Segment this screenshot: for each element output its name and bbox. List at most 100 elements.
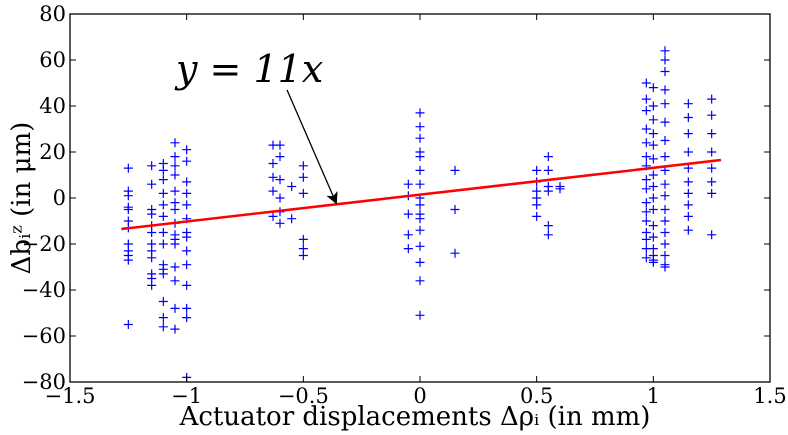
data-point bbox=[403, 230, 413, 240]
data-point bbox=[268, 172, 278, 182]
data-point bbox=[543, 152, 553, 162]
data-point bbox=[450, 205, 460, 214]
data-point bbox=[648, 221, 658, 231]
data-point bbox=[415, 133, 425, 143]
data-point bbox=[287, 182, 297, 191]
data-point bbox=[158, 297, 168, 306]
data-point bbox=[641, 253, 651, 263]
data-point bbox=[147, 228, 157, 237]
data-point bbox=[543, 165, 553, 175]
data-point bbox=[415, 214, 425, 224]
data-point bbox=[298, 172, 308, 182]
data-point bbox=[268, 211, 278, 221]
data-point bbox=[683, 188, 693, 198]
data-point bbox=[648, 140, 658, 150]
data-point bbox=[641, 138, 651, 148]
y-tick-label: −20 bbox=[22, 232, 66, 256]
data-point bbox=[170, 170, 180, 180]
fit-equation-label: y = 11x bbox=[174, 47, 323, 91]
data-point bbox=[123, 163, 133, 173]
data-point bbox=[660, 216, 670, 226]
data-point bbox=[660, 136, 670, 145]
data-point bbox=[415, 225, 425, 235]
data-point bbox=[660, 191, 670, 201]
data-point bbox=[298, 161, 308, 171]
data-point bbox=[648, 101, 658, 111]
data-point bbox=[683, 99, 693, 109]
data-point bbox=[648, 170, 658, 180]
data-point bbox=[170, 276, 180, 286]
y-tick-label: −40 bbox=[22, 278, 66, 302]
data-point bbox=[450, 248, 460, 258]
data-point bbox=[707, 230, 717, 240]
data-point bbox=[415, 257, 425, 267]
data-point bbox=[660, 85, 670, 95]
data-point bbox=[532, 165, 542, 175]
data-point bbox=[415, 152, 425, 162]
data-point bbox=[170, 205, 180, 214]
data-point bbox=[415, 310, 425, 320]
data-point bbox=[415, 241, 425, 251]
data-point bbox=[403, 209, 413, 219]
data-point bbox=[182, 313, 192, 323]
data-point bbox=[648, 232, 658, 242]
data-point bbox=[707, 94, 717, 104]
data-point bbox=[707, 147, 717, 157]
data-point bbox=[648, 257, 658, 267]
data-point bbox=[158, 175, 168, 185]
data-point bbox=[158, 228, 168, 237]
data-point bbox=[660, 251, 670, 260]
data-point bbox=[170, 324, 180, 334]
data-point bbox=[683, 211, 693, 221]
data-point bbox=[683, 177, 693, 187]
data-point bbox=[641, 234, 651, 244]
data-point bbox=[555, 184, 565, 194]
plot-area bbox=[121, 46, 722, 382]
data-point bbox=[660, 99, 670, 109]
data-point bbox=[641, 152, 651, 162]
data-point bbox=[532, 200, 542, 210]
data-point bbox=[158, 211, 168, 221]
data-point bbox=[158, 313, 168, 323]
data-point bbox=[170, 138, 180, 148]
data-point bbox=[147, 253, 157, 263]
data-point bbox=[543, 221, 553, 231]
data-point bbox=[707, 110, 717, 120]
data-point bbox=[123, 191, 133, 201]
y-tick-label: 60 bbox=[39, 48, 66, 72]
data-point bbox=[415, 165, 425, 175]
data-point bbox=[707, 129, 717, 139]
data-point bbox=[683, 147, 693, 157]
data-point bbox=[158, 269, 168, 279]
x-tick-label: 1.5 bbox=[753, 384, 786, 408]
data-point bbox=[158, 200, 168, 210]
data-point bbox=[147, 161, 157, 171]
annotation-arrow bbox=[286, 89, 338, 205]
data-point bbox=[641, 184, 651, 194]
data-point bbox=[707, 163, 717, 173]
data-point bbox=[707, 188, 717, 198]
y-tick-label: −80 bbox=[22, 370, 66, 394]
data-point bbox=[641, 175, 651, 185]
axes: −1.5 −1 −0.5 0 0.5 1 1.5 −80 −60 −40 −20 0 20 40 60 80 bbox=[22, 2, 787, 408]
data-point bbox=[543, 186, 553, 196]
data-point bbox=[298, 188, 308, 198]
fit-line bbox=[121, 158, 722, 231]
data-point bbox=[403, 179, 413, 189]
data-point bbox=[641, 106, 651, 116]
data-point bbox=[683, 129, 693, 139]
data-point bbox=[158, 165, 168, 175]
x-tick-label: −0.5 bbox=[278, 384, 329, 408]
data-point bbox=[147, 280, 157, 290]
x-tick-label: 0.5 bbox=[520, 384, 553, 408]
data-point bbox=[648, 129, 658, 139]
data-point bbox=[123, 205, 133, 214]
data-point bbox=[182, 200, 192, 210]
data-point bbox=[641, 207, 651, 217]
data-point bbox=[403, 244, 413, 254]
data-point bbox=[298, 234, 308, 244]
data-point bbox=[170, 152, 180, 162]
data-point bbox=[660, 55, 670, 65]
data-point bbox=[170, 262, 180, 272]
